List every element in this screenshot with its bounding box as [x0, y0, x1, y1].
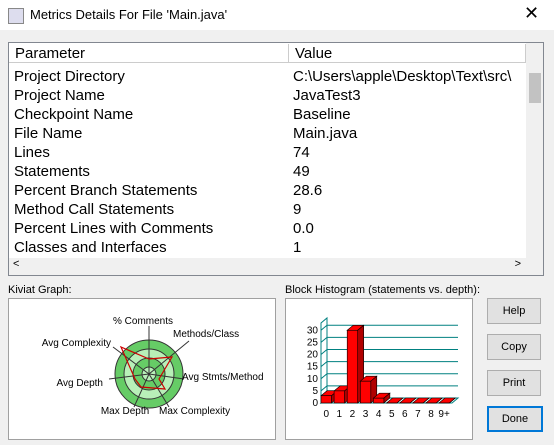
y-tick-label: 20 [307, 350, 319, 361]
metrics-table: Parameter Value Project Directory C:\User… [8, 42, 544, 276]
bar [346, 329, 358, 404]
kiviat-label: Kiviat Graph: [8, 284, 72, 296]
parameter-cell: Statements [14, 163, 90, 180]
bar-side [449, 397, 456, 404]
value-cell: 9 [293, 201, 302, 218]
bar [320, 395, 332, 404]
parameter-cell: Project Name [14, 87, 105, 104]
window-icon [8, 8, 24, 24]
value-cell: 28.6 [293, 182, 323, 199]
parameter-cell: Percent Lines with Comments [14, 220, 214, 237]
parameter-cell: Method Call Statements [14, 201, 175, 218]
kiviat-axis-label: % Comments [113, 316, 173, 327]
kiviat-axis-label: Max Depth [101, 406, 149, 417]
bar [373, 397, 385, 404]
kiviat-axis-label: Avg Stmts/Method [182, 372, 264, 383]
y-tick-label: 10 [307, 374, 319, 385]
value-cell: JavaTest3 [293, 87, 361, 104]
y-tick-label: 30 [307, 325, 319, 336]
copy-button[interactable]: Copy [487, 334, 541, 360]
value-cell: 49 [293, 163, 310, 180]
x-tick-label: 7 [415, 409, 421, 420]
y-tick-label: 25 [307, 337, 319, 348]
vertical-scrollbar[interactable] [526, 43, 543, 258]
kiviat-axis-label: Methods/Class [173, 329, 239, 340]
parameter-cell: Project Directory [14, 68, 125, 85]
x-tick-label: 4 [376, 409, 382, 420]
kiviat-axis-label: Avg Depth [56, 378, 103, 389]
bar [360, 380, 372, 404]
histogram-panel: 0 5 10 15 20 25 30 0 1 2 3 4 5 6 7 8 9+ [285, 298, 473, 440]
x-tick-label: 6 [402, 409, 408, 420]
close-button[interactable]: ✕ [524, 3, 540, 23]
parameter-cell: Checkpoint Name [14, 106, 134, 123]
x-tick-label: 3 [363, 409, 369, 420]
bar-side [422, 397, 430, 404]
bar [333, 390, 345, 404]
grid-line [320, 373, 458, 380]
y-tick-label: 0 [312, 398, 318, 409]
title-bar: Metrics Details For File 'Main.java' ✕ [0, 0, 554, 30]
kiviat-axis-label: Avg Complexity [42, 338, 111, 349]
window-title: Metrics Details For File 'Main.java' [30, 7, 228, 22]
value-cell: 1 [293, 239, 302, 256]
help-button[interactable]: Help [487, 298, 541, 324]
x-tick-label: 8 [428, 409, 434, 420]
done-button[interactable]: Done [487, 406, 543, 432]
y-tick-label: 15 [307, 362, 319, 373]
horizontal-scrollbar[interactable]: < > [9, 258, 543, 275]
parameter-cell: Percent Branch Statements [14, 182, 198, 199]
value-cell: 0.0 [293, 220, 314, 237]
kiviat-axis-label: Max Complexity [159, 406, 230, 417]
kiviat-graph: % Comments Methods/Class Avg Complexity … [42, 316, 264, 417]
grid-line [320, 336, 458, 343]
x-tick-label: 1 [337, 409, 343, 420]
print-button[interactable]: Print [487, 370, 541, 396]
x-tick-label: 2 [350, 409, 356, 420]
column-header[interactable]: Value [289, 44, 526, 63]
histogram-label: Block Histogram (statements vs. depth): [285, 284, 481, 296]
grid-line [320, 349, 458, 355]
parameter-cell: Classes and Interfaces [14, 239, 167, 256]
parameter-cell: File Name [14, 125, 83, 142]
value-cell: 74 [293, 144, 310, 161]
parameter-cell: Lines [14, 144, 50, 161]
kiviat-panel: % Comments Methods/Class Avg Complexity … [8, 298, 276, 440]
y-tick-label: 5 [312, 386, 318, 397]
column-header[interactable]: Parameter [9, 44, 289, 63]
value-cell: C:\Users\apple\Desktop\Text\src\ [293, 68, 512, 85]
x-tick-label: 5 [389, 409, 395, 420]
value-cell: Baseline [293, 106, 351, 123]
value-cell: Main.java [293, 125, 358, 142]
bar-side [436, 397, 443, 404]
grid-line [320, 324, 458, 331]
x-tick-label: 0 [323, 409, 329, 420]
grid-line [320, 361, 458, 368]
x-tick-label: 9+ [438, 409, 450, 420]
